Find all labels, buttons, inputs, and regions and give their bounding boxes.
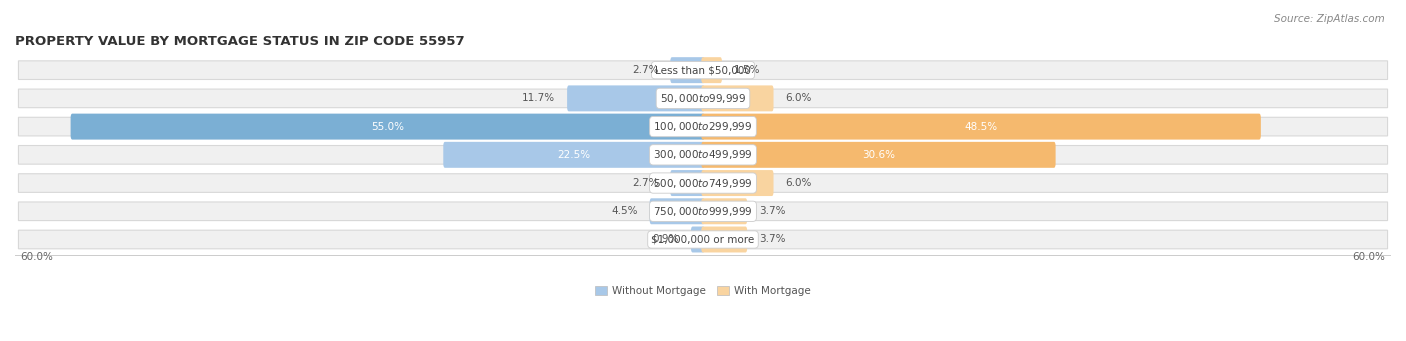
FancyBboxPatch shape xyxy=(18,61,1388,79)
FancyBboxPatch shape xyxy=(18,117,1388,136)
Text: $750,000 to $999,999: $750,000 to $999,999 xyxy=(654,205,752,218)
Text: 0.9%: 0.9% xyxy=(652,235,679,244)
Text: $100,000 to $299,999: $100,000 to $299,999 xyxy=(654,120,752,133)
Text: 55.0%: 55.0% xyxy=(371,122,404,132)
Text: 6.0%: 6.0% xyxy=(786,93,811,103)
Text: PROPERTY VALUE BY MORTGAGE STATUS IN ZIP CODE 55957: PROPERTY VALUE BY MORTGAGE STATUS IN ZIP… xyxy=(15,35,464,48)
Text: Less than $50,000: Less than $50,000 xyxy=(655,65,751,75)
FancyBboxPatch shape xyxy=(18,202,1388,221)
Text: $1,000,000 or more: $1,000,000 or more xyxy=(651,235,755,244)
FancyBboxPatch shape xyxy=(18,230,1388,249)
FancyBboxPatch shape xyxy=(18,174,1388,192)
FancyBboxPatch shape xyxy=(18,146,1388,164)
Legend: Without Mortgage, With Mortgage: Without Mortgage, With Mortgage xyxy=(595,286,811,296)
Text: $300,000 to $499,999: $300,000 to $499,999 xyxy=(654,148,752,161)
FancyBboxPatch shape xyxy=(702,114,1261,139)
Text: 22.5%: 22.5% xyxy=(557,150,591,160)
Text: Source: ZipAtlas.com: Source: ZipAtlas.com xyxy=(1274,14,1385,24)
FancyBboxPatch shape xyxy=(702,198,747,224)
FancyBboxPatch shape xyxy=(702,85,773,112)
Text: 60.0%: 60.0% xyxy=(1353,252,1385,262)
FancyBboxPatch shape xyxy=(650,198,704,224)
FancyBboxPatch shape xyxy=(702,226,747,252)
FancyBboxPatch shape xyxy=(702,142,1056,168)
FancyBboxPatch shape xyxy=(18,89,1388,108)
Text: 60.0%: 60.0% xyxy=(21,252,53,262)
FancyBboxPatch shape xyxy=(690,226,704,252)
Text: 4.5%: 4.5% xyxy=(612,206,638,216)
FancyBboxPatch shape xyxy=(702,57,721,83)
Text: 3.7%: 3.7% xyxy=(759,206,786,216)
Text: 30.6%: 30.6% xyxy=(862,150,896,160)
Text: 11.7%: 11.7% xyxy=(522,93,555,103)
FancyBboxPatch shape xyxy=(70,114,704,139)
Text: 6.0%: 6.0% xyxy=(786,178,811,188)
Text: 2.7%: 2.7% xyxy=(631,65,658,75)
Text: 48.5%: 48.5% xyxy=(965,122,998,132)
Text: 3.7%: 3.7% xyxy=(759,235,786,244)
Text: 2.7%: 2.7% xyxy=(631,178,658,188)
FancyBboxPatch shape xyxy=(671,170,704,196)
Text: $50,000 to $99,999: $50,000 to $99,999 xyxy=(659,92,747,105)
Text: 1.5%: 1.5% xyxy=(734,65,761,75)
FancyBboxPatch shape xyxy=(702,170,773,196)
FancyBboxPatch shape xyxy=(567,85,704,112)
FancyBboxPatch shape xyxy=(671,57,704,83)
Text: $500,000 to $749,999: $500,000 to $749,999 xyxy=(654,177,752,190)
FancyBboxPatch shape xyxy=(443,142,704,168)
